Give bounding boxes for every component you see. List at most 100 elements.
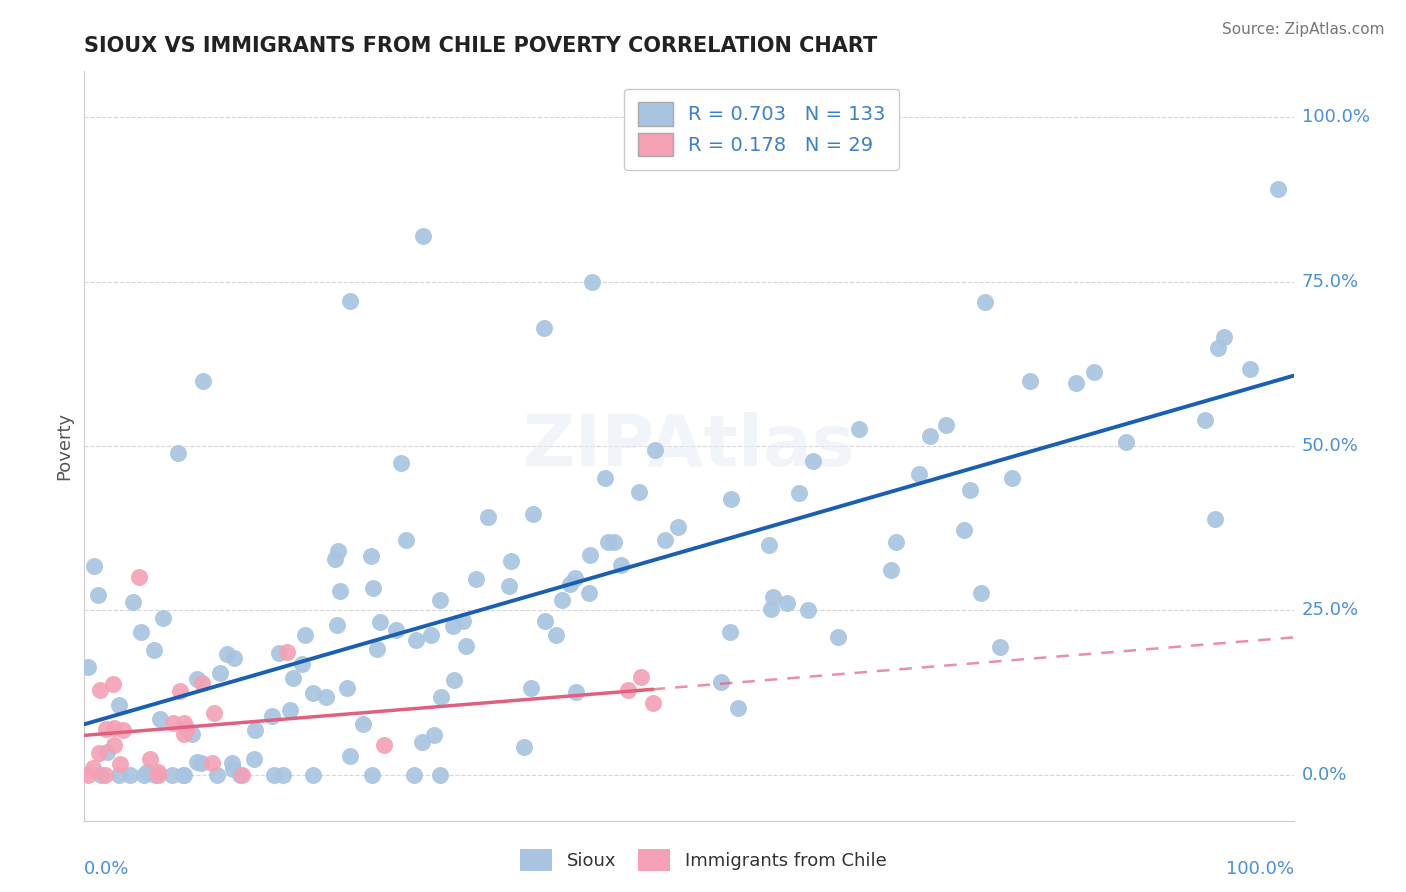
Text: Source: ZipAtlas.com: Source: ZipAtlas.com — [1222, 22, 1385, 37]
Point — [96, 745, 118, 759]
Point — [173, 726, 195, 740]
Point — [82, 761, 104, 775]
Point — [886, 534, 908, 549]
Point — [827, 630, 849, 644]
Point — [132, 767, 155, 781]
Point — [598, 535, 620, 549]
Point — [451, 615, 474, 629]
Point — [167, 446, 190, 460]
Point — [301, 767, 323, 781]
Text: 25.0%: 25.0% — [1302, 601, 1360, 619]
Point — [1019, 374, 1042, 388]
Point — [363, 581, 385, 595]
Point — [366, 641, 388, 656]
Point — [103, 721, 125, 735]
Point — [269, 646, 291, 660]
Point — [501, 554, 523, 568]
Point — [121, 595, 143, 609]
Point — [641, 696, 664, 710]
Point — [77, 767, 100, 781]
Point — [988, 640, 1011, 654]
Point — [173, 716, 195, 731]
Point — [186, 672, 208, 686]
Point — [389, 456, 412, 470]
Point — [443, 673, 465, 688]
Point — [231, 767, 253, 781]
Point — [920, 429, 942, 443]
Text: SIOUX VS IMMIGRANTS FROM CHILE POVERTY CORRELATION CHART: SIOUX VS IMMIGRANTS FROM CHILE POVERTY C… — [84, 36, 877, 56]
Point — [1206, 341, 1229, 355]
Point — [87, 588, 110, 602]
Point — [103, 677, 125, 691]
Text: ZIPAtlas: ZIPAtlas — [523, 411, 855, 481]
Point — [271, 767, 294, 781]
Point — [848, 422, 870, 436]
Point — [533, 320, 555, 334]
Point — [579, 548, 602, 562]
Point — [762, 590, 785, 604]
Point — [498, 579, 520, 593]
Point — [96, 722, 118, 736]
Point — [402, 767, 425, 781]
Point — [76, 660, 98, 674]
Point — [720, 491, 742, 506]
Point — [169, 684, 191, 698]
Point — [578, 586, 600, 600]
Point — [89, 746, 111, 760]
Point — [215, 648, 238, 662]
Point — [564, 571, 586, 585]
Point — [654, 533, 676, 547]
Point — [1115, 435, 1137, 450]
Point — [243, 723, 266, 738]
Point — [110, 757, 132, 772]
Point — [360, 549, 382, 564]
Point — [352, 716, 374, 731]
Point — [423, 728, 446, 742]
Point — [208, 665, 231, 680]
Point — [191, 676, 214, 690]
Point — [1001, 471, 1024, 485]
Point — [1267, 181, 1289, 195]
Point — [513, 739, 536, 754]
Point — [152, 611, 174, 625]
Point — [1239, 362, 1261, 376]
Point — [419, 628, 441, 642]
Point — [373, 738, 395, 752]
Point — [1064, 376, 1087, 390]
Point — [630, 670, 652, 684]
Point — [581, 275, 603, 289]
Point — [339, 294, 361, 309]
Point — [368, 615, 391, 629]
Point — [142, 643, 165, 657]
Point — [959, 483, 981, 498]
Point — [710, 675, 733, 690]
Text: 100.0%: 100.0% — [1302, 108, 1369, 127]
Point — [263, 767, 285, 781]
Point — [970, 586, 993, 600]
Point — [162, 716, 184, 731]
Point — [148, 765, 170, 780]
Point — [149, 712, 172, 726]
Point — [328, 584, 350, 599]
Point — [558, 576, 581, 591]
Point — [644, 442, 666, 457]
Text: 50.0%: 50.0% — [1302, 437, 1358, 455]
Point — [90, 767, 112, 781]
Point — [323, 552, 346, 566]
Text: 0.0%: 0.0% — [1302, 765, 1347, 784]
Point — [107, 767, 129, 781]
Point — [1083, 365, 1105, 379]
Point — [294, 628, 316, 642]
Point — [172, 767, 194, 781]
Point — [454, 639, 477, 653]
Point — [1204, 512, 1226, 526]
Point — [224, 650, 246, 665]
Point — [229, 767, 252, 781]
Point — [222, 762, 245, 776]
Point — [952, 523, 974, 537]
Point — [326, 544, 349, 558]
Point — [291, 657, 314, 671]
Point — [429, 767, 451, 781]
Point — [1194, 413, 1216, 427]
Point — [94, 767, 117, 781]
